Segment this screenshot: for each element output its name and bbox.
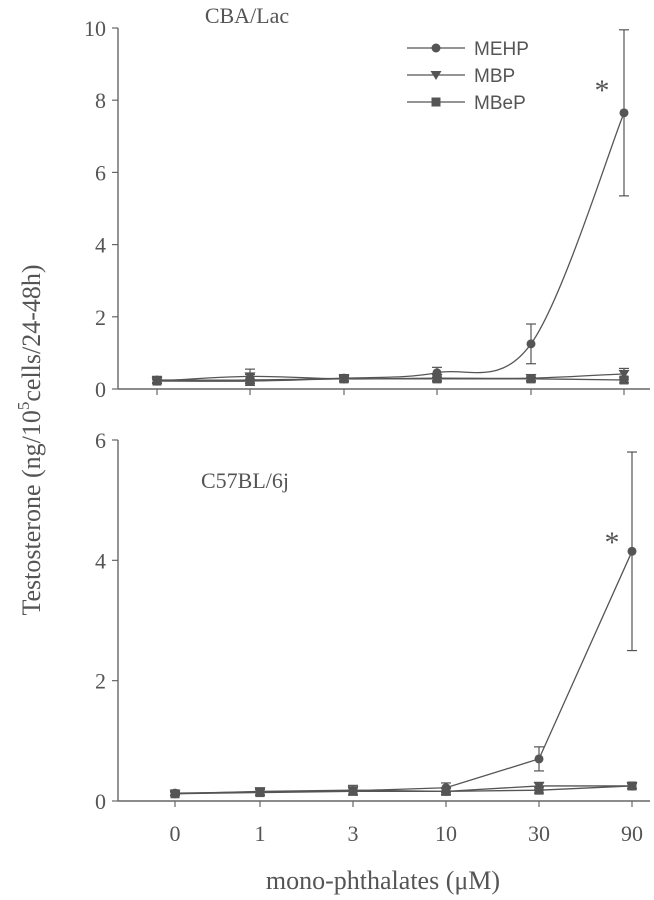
legend-label: MBeP xyxy=(474,93,526,114)
data-point-mehp xyxy=(619,108,629,118)
series-mehp xyxy=(170,451,637,798)
series-mbep xyxy=(170,781,637,799)
panel-title: C57BL/6j xyxy=(201,468,289,493)
x-tick-label: 90 xyxy=(621,821,643,846)
series-line-mbep xyxy=(156,378,625,382)
y-tick-label: 4 xyxy=(95,233,106,258)
data-point-mbep xyxy=(170,789,180,799)
panel-top: 0 2 4 6 8 10 CBA/Lac * xyxy=(84,3,650,402)
series-line-mehp xyxy=(174,551,633,794)
data-point-mbep xyxy=(534,785,544,795)
legend: MEHP MBP MBeP xyxy=(407,39,529,114)
y-tick-label: 2 xyxy=(95,669,106,694)
data-point-mbep xyxy=(255,788,265,798)
legend-entry-mehp: MEHP xyxy=(407,39,529,60)
legend-label: MEHP xyxy=(474,39,529,60)
y-axis-label: Testosterone (ng/105cells/24-48h) xyxy=(14,264,46,615)
series-line-mbep xyxy=(174,785,633,795)
data-point-mbp xyxy=(618,369,630,379)
x-tick-label: 30 xyxy=(528,821,550,846)
data-point-mbep xyxy=(627,781,637,791)
data-point-mbep xyxy=(619,375,629,385)
series-mbep xyxy=(152,374,629,386)
legend-entry-mbp: MBP xyxy=(407,66,515,87)
y-tick-label: 4 xyxy=(95,548,106,573)
y-tick-label: 0 xyxy=(95,789,106,814)
legend-entry-mbep: MBeP xyxy=(407,93,526,114)
data-point-mbep xyxy=(441,786,451,796)
x-tick-label: 1 xyxy=(255,821,266,846)
y-tick-label: 0 xyxy=(95,377,106,402)
significance-annotation: * xyxy=(605,526,620,559)
y-tick-label: 10 xyxy=(84,16,106,41)
data-point-mbep xyxy=(245,376,255,386)
series-line-mehp xyxy=(156,112,625,381)
series-mehp xyxy=(152,29,629,386)
legend-marker xyxy=(431,97,441,107)
data-point-mbep xyxy=(348,786,358,796)
data-point-mehp xyxy=(534,754,544,764)
x-tick-label: 0 xyxy=(170,821,181,846)
y-tick-label: 6 xyxy=(95,428,106,453)
series-mbp xyxy=(169,781,638,799)
data-point-mehp xyxy=(627,546,637,556)
panel-title: CBA/Lac xyxy=(205,3,290,28)
y-tick-label: 6 xyxy=(95,160,106,185)
x-axis-label: mono-phthalates (μM) xyxy=(266,866,500,895)
y-tick-label: 2 xyxy=(95,305,106,330)
legend-marker xyxy=(430,71,442,80)
x-tick-label: 10 xyxy=(435,821,457,846)
data-point-mbep xyxy=(152,376,162,386)
data-point-mbep xyxy=(526,374,536,384)
data-point-mbep xyxy=(432,374,442,384)
legend-marker xyxy=(431,43,441,53)
legend-label: MBP xyxy=(474,66,515,87)
panel-bottom: 0 2 4 6 0 1 3 10 30 90 C57BL/6j * xyxy=(95,428,650,846)
data-point-mbep xyxy=(339,374,349,384)
significance-annotation: * xyxy=(595,74,610,107)
y-tick-label: 8 xyxy=(95,88,106,113)
data-point-mehp xyxy=(526,339,536,349)
x-tick-label: 3 xyxy=(348,821,359,846)
